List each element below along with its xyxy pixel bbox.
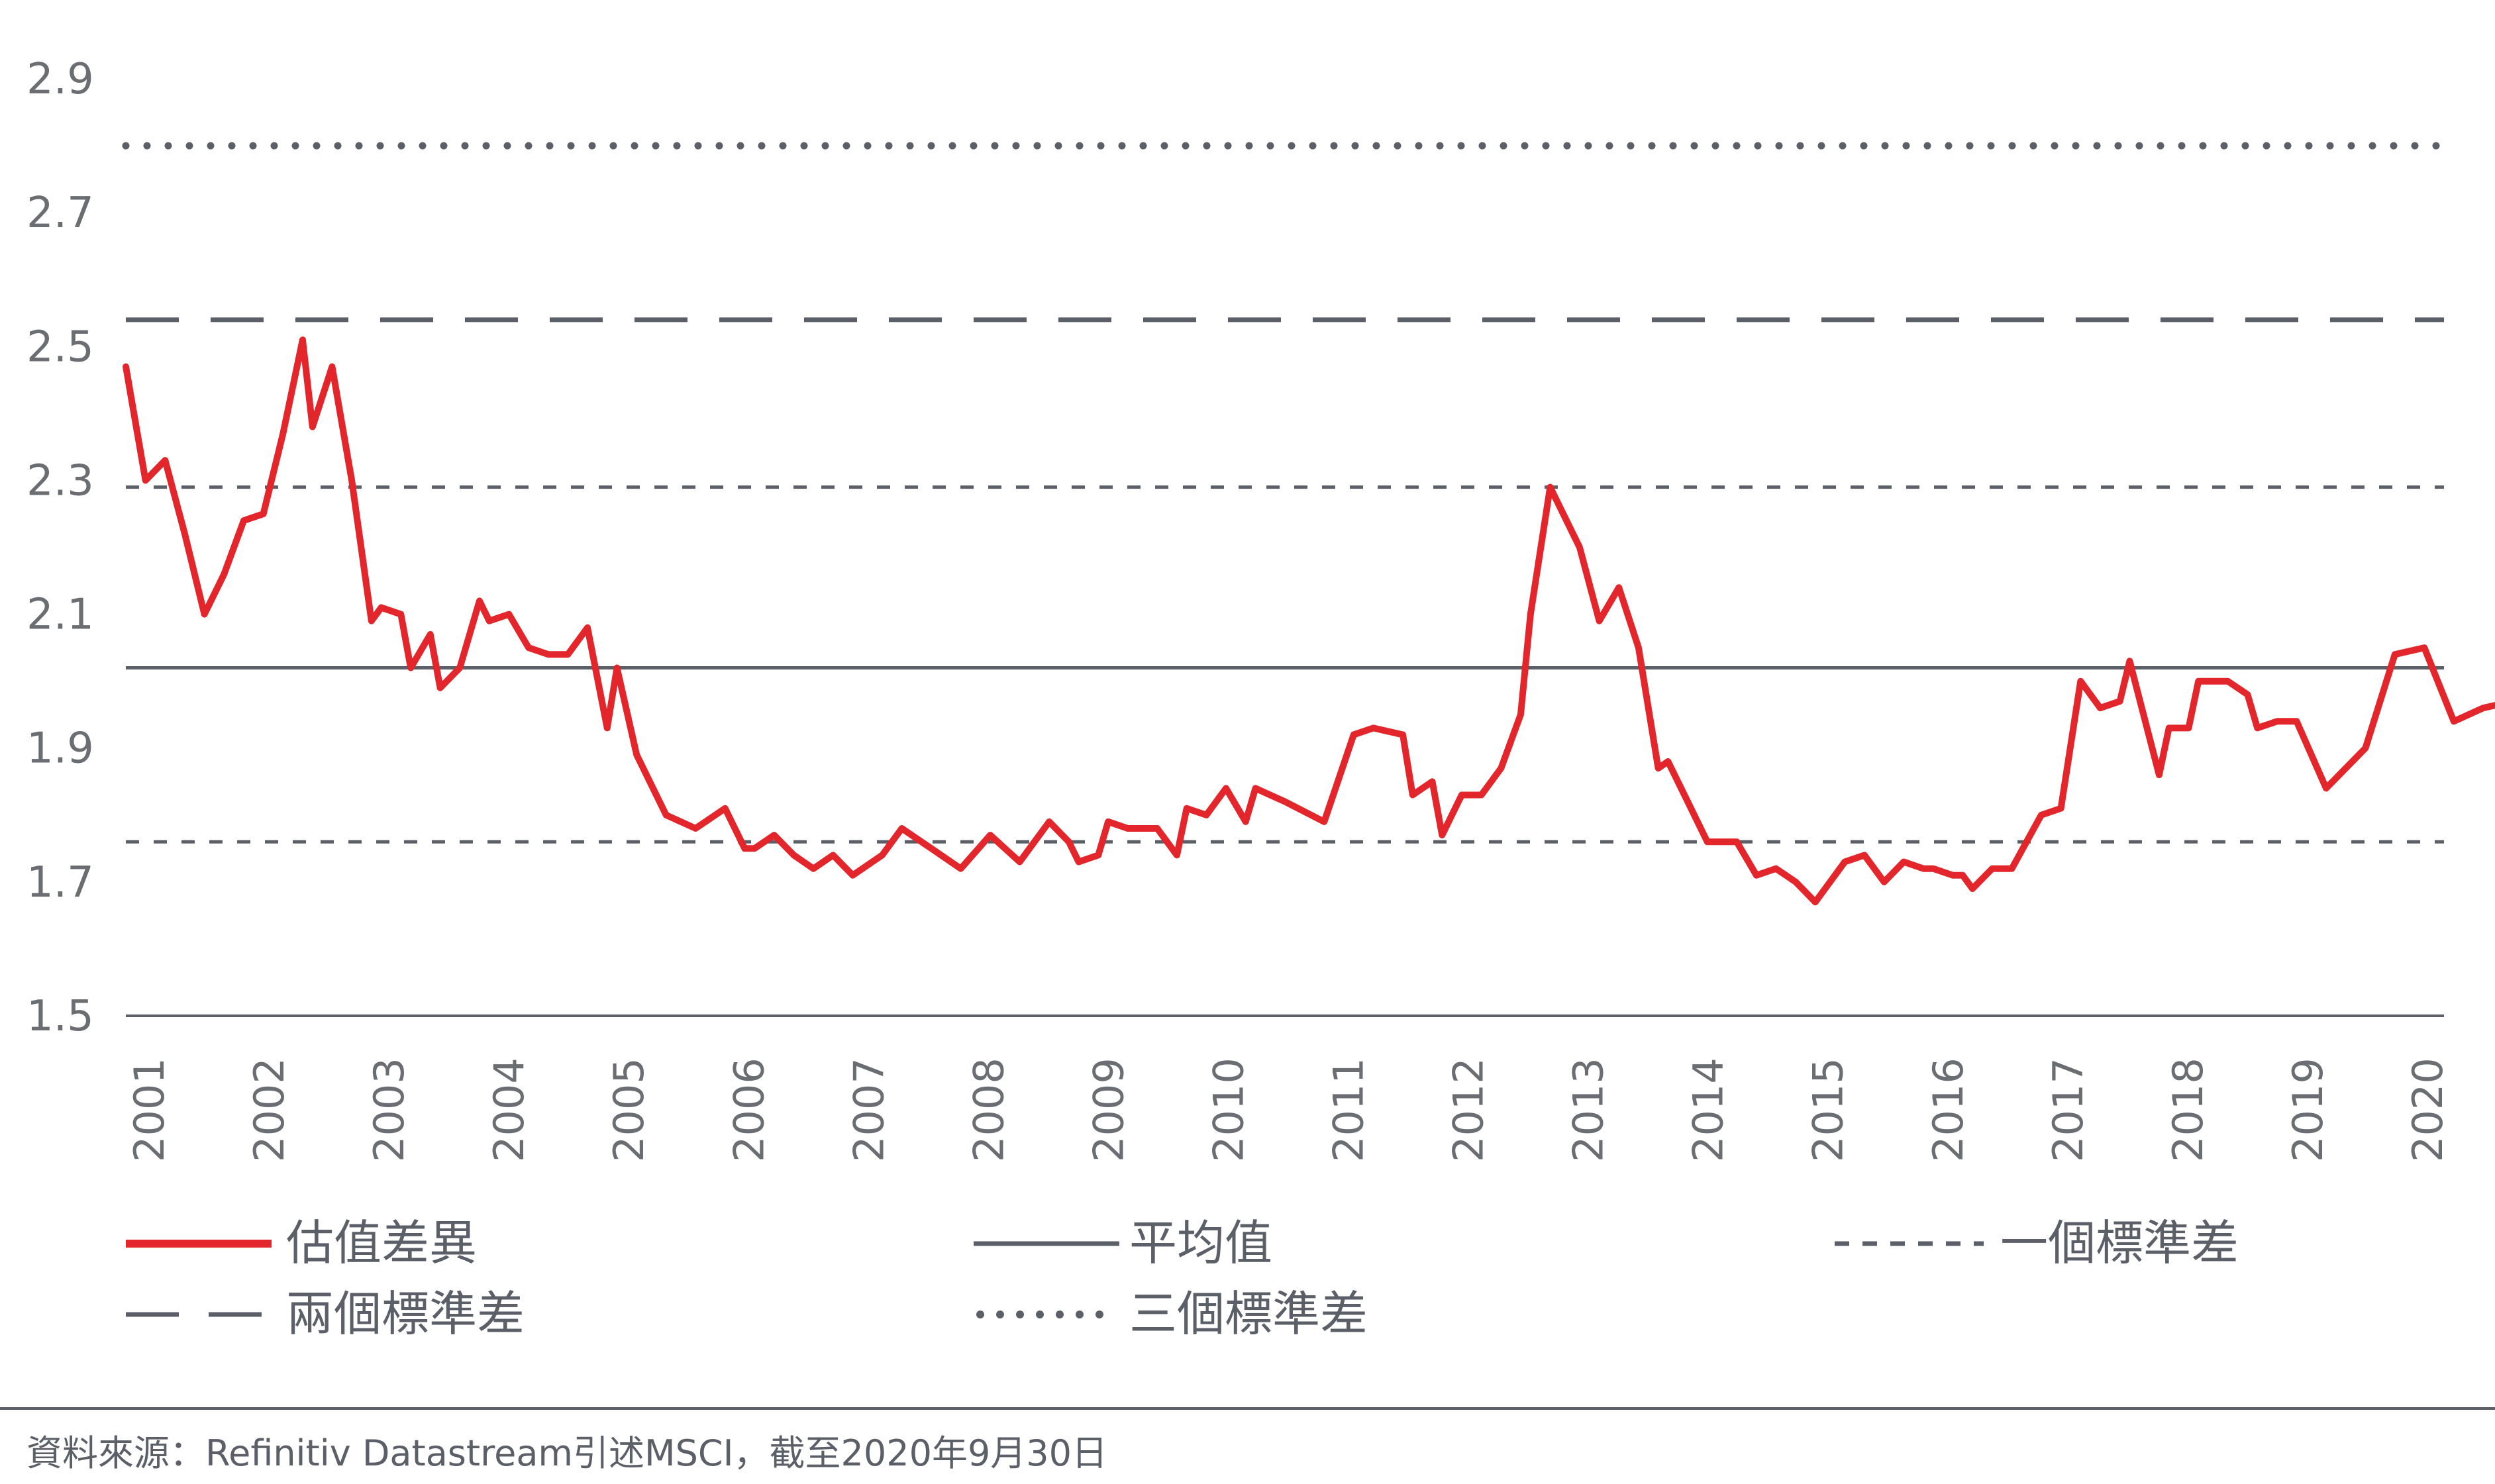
x-tick-label: 2018 xyxy=(2164,1058,2212,1162)
reference-lines xyxy=(122,142,2448,844)
x-tick-label: 2011 xyxy=(1325,1058,1373,1162)
x-tick-label: 2012 xyxy=(1445,1058,1493,1162)
legend-label-兩個標準差: 兩個標準差 xyxy=(286,1286,525,1342)
y-tick-label: 2.5 xyxy=(26,322,94,371)
x-tick-label: 2013 xyxy=(1564,1058,1613,1162)
y-tick-label: 2.7 xyxy=(26,189,94,238)
x-tick-label: 2010 xyxy=(1204,1058,1252,1162)
x-tick-label: 2014 xyxy=(1684,1058,1733,1162)
y-tick-label: 2.3 xyxy=(26,456,94,505)
y-tick-label: 1.7 xyxy=(26,858,94,907)
x-tick-label: 2003 xyxy=(365,1058,413,1162)
x-tick-label: 2002 xyxy=(245,1058,293,1162)
y-axis-ticks: 1.5 1.7 1.9 2.1 2.3 2.5 2.7 2.9 xyxy=(26,55,94,1041)
legend-label-三個標準差: 三個標準差 xyxy=(1129,1286,1368,1342)
x-tick-label: 2020 xyxy=(2404,1058,2452,1162)
x-tick-label: 2007 xyxy=(844,1058,893,1162)
legend-label-平均值: 平均值 xyxy=(1129,1215,1272,1271)
x-tick-label: 2016 xyxy=(1924,1058,1972,1162)
x-tick-label: 2006 xyxy=(725,1058,773,1162)
x-tick-label: 2008 xyxy=(964,1058,1013,1162)
x-tick-label: 2004 xyxy=(485,1058,533,1162)
legend-label-一個標準差: 一個標準差 xyxy=(2000,1215,2239,1271)
x-tick-label: 2001 xyxy=(125,1058,174,1162)
series-line-估值差異 xyxy=(123,336,2495,906)
y-tick-label: 2.1 xyxy=(26,591,94,640)
x-tick-label: 2017 xyxy=(2044,1058,2092,1162)
x-tick-label: 2005 xyxy=(605,1058,653,1162)
source-divider xyxy=(0,1407,2495,1410)
y-tick-label: 2.9 xyxy=(26,55,94,104)
legend-label-估值差異: 估值差異 xyxy=(286,1215,477,1271)
x-tick-label: 2009 xyxy=(1084,1058,1133,1162)
x-axis-ticks: 2001 2002 2003 2004 2005 2006 2007 2008 2009 2010… xyxy=(125,1058,2452,1162)
x-tick-label: 2015 xyxy=(1804,1058,1853,1162)
y-tick-label: 1.5 xyxy=(26,992,94,1041)
series-layer xyxy=(123,336,2495,906)
y-tick-label: 1.9 xyxy=(26,724,94,773)
x-tick-label: 2019 xyxy=(2284,1058,2332,1162)
source-note: 資料來源：Refinitiv Datastream引述MSCI，截至2020年9… xyxy=(26,1432,1108,1474)
legend: 估值差異 平均值 一個標準差 兩個標準差 三個標準差 xyxy=(126,1215,2239,1342)
